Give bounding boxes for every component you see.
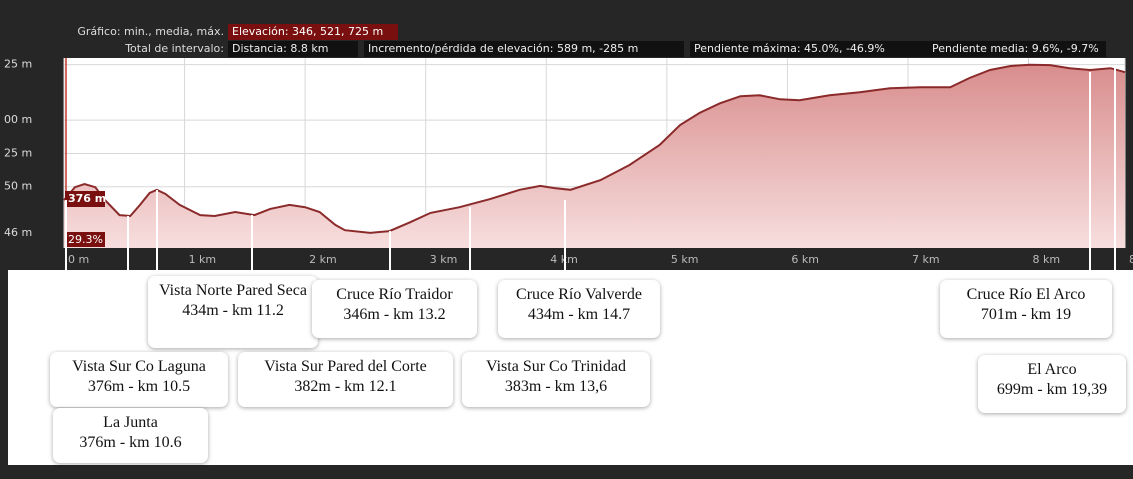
callout-detail: 434m - km 11.2: [182, 302, 284, 319]
callout-detail: 434m - km 14.7: [527, 306, 631, 323]
callout-name: La Junta: [103, 414, 158, 431]
header-value: Elevación: 346, 521, 725 m: [232, 25, 383, 38]
callout-detail: 346m - km 13.2: [343, 306, 446, 323]
header-box: [690, 41, 930, 57]
header-label: Gráfico: min., media, máx.: [77, 25, 224, 38]
header-box: [364, 41, 684, 57]
cursor-elevation: 376 m: [68, 192, 106, 205]
x-tick-label: 8 km: [1033, 253, 1061, 266]
callout: Vista Sur Co Laguna 376m - km 10.5: [50, 352, 228, 407]
cursor-box: [65, 191, 105, 207]
y-tick-label: 50 m: [4, 180, 32, 193]
callout-name: Cruce Río Valverde: [516, 286, 642, 303]
header-box: [930, 41, 1106, 57]
callout-name: Vista Sur Pared del Corte: [264, 358, 427, 375]
header-box: [228, 24, 398, 40]
callout-detail: 699m - km 19,39: [996, 381, 1108, 398]
callout: La Junta 376m - km 10.6: [53, 408, 208, 463]
area: [64, 64, 1125, 248]
cursor-box: [65, 232, 105, 247]
x-tick-label: 2 km: [309, 253, 337, 266]
callout-detail: 383m - km 13,6: [504, 378, 608, 395]
callout: Cruce Río Traidor 346m - km 13.2: [312, 280, 477, 338]
profile-line: [63, 63, 1126, 234]
callout-name: Vista Sur Co Laguna: [72, 358, 206, 375]
callout-detail: 382m - km 12.1: [294, 378, 397, 395]
header-label: Total de intervalo:: [124, 42, 224, 55]
x-tick-label: 3 km: [430, 253, 458, 266]
y-tick-label: 25 m: [4, 146, 32, 159]
x-tick-label: 1 km: [189, 253, 217, 266]
header-value: Distancia: 8.8 km: [232, 42, 328, 55]
header-value: Pendiente media: 9.6%, -9.7%: [932, 42, 1099, 55]
callout-name: Vista Norte Pared Seca: [159, 282, 307, 299]
callout-name: Vista Sur Co Trinidad: [486, 358, 626, 375]
callout: Cruce Río El Arco 701m - km 19: [940, 280, 1112, 338]
callout-detail: 701m - km 19: [980, 306, 1072, 323]
callout: Vista Sur Co Trinidad 383m - km 13,6: [462, 352, 650, 407]
frame-bottom: [0, 465, 1133, 479]
callout: Cruce Río Valverde 434m - km 14.7: [498, 280, 660, 338]
header-box: [228, 41, 358, 57]
callout: Vista Sur Pared del Corte 382m - km 12.1: [238, 352, 453, 407]
header-value: Incremento/pérdida de elevación: 589 m, …: [368, 42, 638, 55]
y-tick-label: 46 m: [4, 226, 32, 239]
callout-name: Cruce Río El Arco: [966, 286, 1086, 303]
y-tick-label: 25 m: [4, 58, 32, 71]
x-tick-label: 6 km: [791, 253, 819, 266]
callout-name: El Arco: [1027, 361, 1077, 378]
x-tick-label: 7 km: [912, 253, 940, 266]
y-tick-label: 00 m: [4, 113, 32, 126]
x-tick-label: 8.8 km: [1129, 253, 1133, 266]
header-value: Pendiente máxima: 45.0%, -46.9%: [694, 42, 885, 55]
callout-detail: 376m - km 10.5: [87, 378, 191, 395]
callout: Vista Norte Pared Seca 434m - km 11.2: [148, 276, 318, 348]
x-tick-label: 0 m: [68, 253, 89, 266]
callout: El Arco 699m - km 19,39: [978, 355, 1126, 413]
callout-detail: 376m - km 10.6: [79, 434, 182, 451]
cursor-slope: 29.3%: [68, 233, 103, 246]
x-tick-label: 5 km: [671, 253, 699, 266]
callout-name: Cruce Río Traidor: [336, 286, 453, 303]
frame-left: [0, 270, 8, 479]
